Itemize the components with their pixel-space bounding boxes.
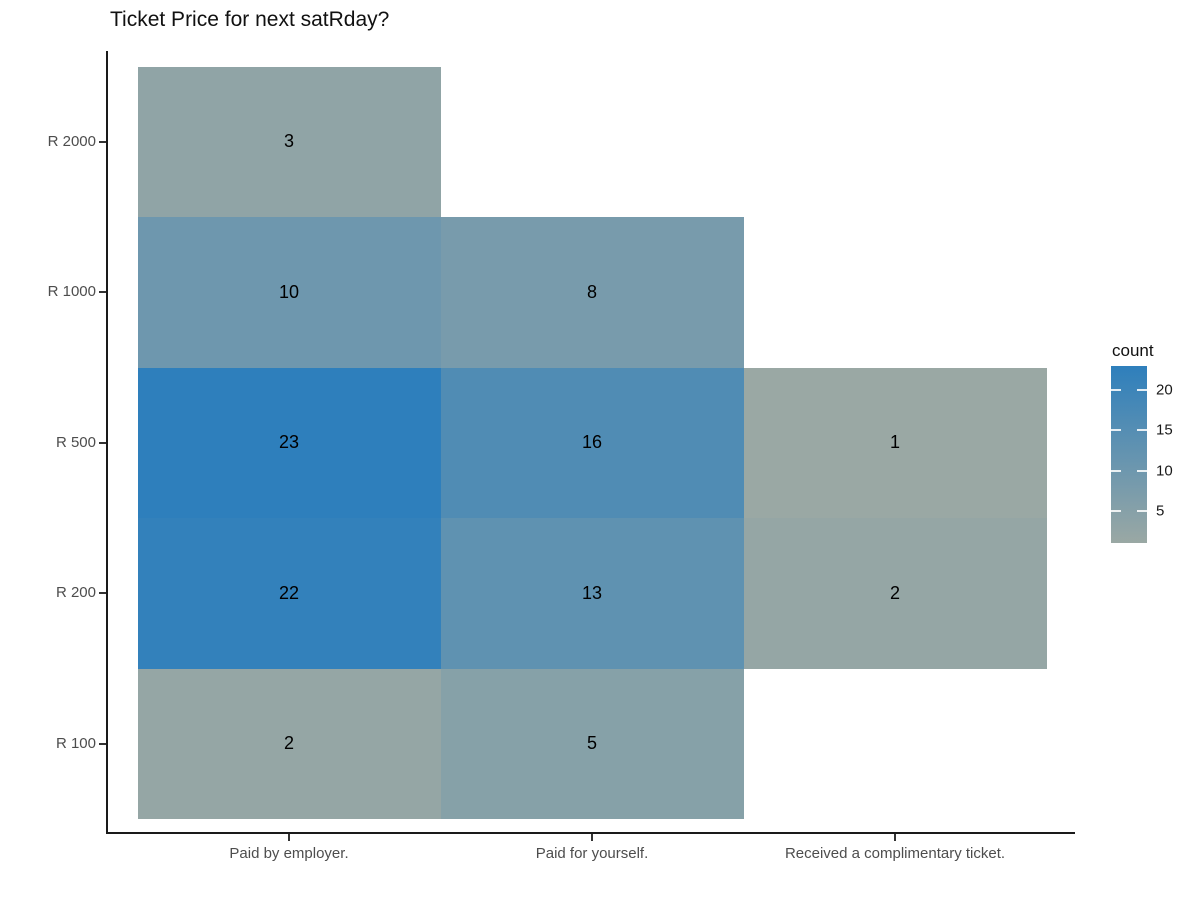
tile-count-label: 8 bbox=[586, 281, 597, 302]
heatmap-tile: 22 bbox=[137, 518, 441, 669]
tile-count-label: 2 bbox=[283, 733, 294, 754]
tile-count-label: 16 bbox=[581, 432, 603, 453]
y-axis-tick bbox=[99, 592, 106, 595]
heatmap-tile: 13 bbox=[440, 518, 744, 669]
y-axis-line bbox=[106, 51, 108, 834]
legend-tickmark bbox=[1137, 389, 1147, 392]
x-axis-label: Paid by employer. bbox=[229, 845, 349, 862]
legend-tickmark bbox=[1111, 389, 1121, 392]
y-axis-label: R 2000 bbox=[47, 132, 96, 150]
legend-tickmark bbox=[1111, 429, 1121, 432]
y-axis-tick bbox=[99, 742, 106, 745]
tile-count-label: 2 bbox=[889, 582, 900, 603]
x-axis-label: Received a complimentary ticket. bbox=[784, 845, 1006, 862]
heatmap-tile: 8 bbox=[440, 217, 744, 368]
tile-count-label: 22 bbox=[278, 582, 300, 603]
heatmap-tile: 1 bbox=[743, 367, 1047, 518]
heatmap-tile: 5 bbox=[440, 668, 744, 819]
legend-tick-label: 5 bbox=[1156, 502, 1165, 520]
y-axis-tick bbox=[99, 291, 106, 294]
legend-tick-label: 10 bbox=[1156, 462, 1173, 480]
tile-count-label: 1 bbox=[889, 432, 900, 453]
legend-tickmark bbox=[1111, 469, 1121, 472]
heatmap-tile: 2 bbox=[743, 518, 1047, 669]
tile-count-label: 3 bbox=[283, 131, 294, 152]
y-axis-label: R 200 bbox=[55, 584, 96, 602]
y-axis-label: R 100 bbox=[55, 734, 96, 752]
y-axis-label: R 500 bbox=[55, 433, 96, 451]
tile-count-label: 10 bbox=[278, 281, 300, 302]
x-axis-tick bbox=[894, 834, 896, 841]
legend-tickmark bbox=[1137, 469, 1147, 472]
legend-tickmark bbox=[1137, 429, 1147, 432]
legend-title: count bbox=[1112, 341, 1154, 360]
legend-tick-label: 15 bbox=[1156, 421, 1173, 439]
heatmap-tile: 2 bbox=[137, 668, 441, 819]
x-axis-tick bbox=[288, 834, 290, 841]
tile-count-label: 23 bbox=[278, 432, 300, 453]
legend-gradient-bar bbox=[1111, 366, 1147, 543]
legend-tick-label: 20 bbox=[1156, 381, 1173, 399]
heatmap-tile: 16 bbox=[440, 367, 744, 518]
y-axis-tick bbox=[99, 140, 106, 143]
chart-title: Ticket Price for next satRday? bbox=[110, 8, 390, 31]
x-axis-tick bbox=[591, 834, 593, 841]
x-axis-label: Paid for yourself. bbox=[535, 845, 649, 862]
x-axis-line bbox=[106, 832, 1075, 834]
y-axis-tick bbox=[99, 441, 106, 444]
tile-count-label: 5 bbox=[586, 733, 597, 754]
heatmap-tile: 10 bbox=[137, 217, 441, 368]
y-axis-label: R 1000 bbox=[47, 283, 96, 301]
heatmap-tile: 3 bbox=[137, 66, 441, 217]
legend-tickmark bbox=[1137, 509, 1147, 512]
legend-tickmark bbox=[1111, 509, 1121, 512]
tile-count-label: 13 bbox=[581, 582, 603, 603]
heatmap-tile: 23 bbox=[137, 367, 441, 518]
